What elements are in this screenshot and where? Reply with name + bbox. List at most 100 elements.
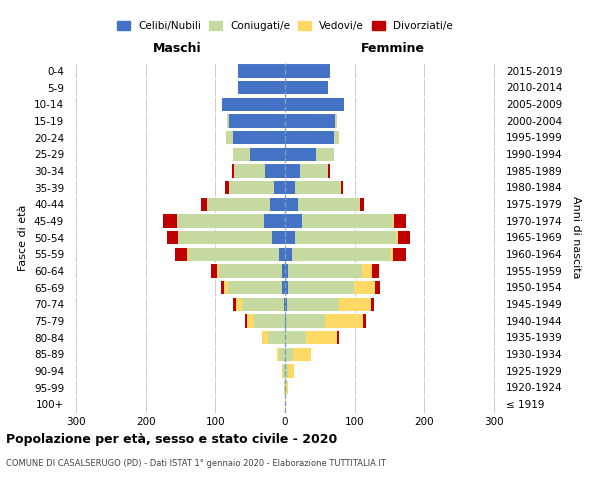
- Bar: [250, 148, 285, 161]
- Bar: [285, 331, 306, 344]
- Bar: [217, 264, 219, 278]
- Bar: [228, 281, 282, 294]
- Bar: [268, 331, 285, 344]
- Bar: [394, 214, 406, 228]
- Bar: [285, 381, 286, 394]
- Bar: [334, 131, 340, 144]
- Bar: [272, 231, 285, 244]
- Bar: [242, 298, 284, 311]
- Bar: [286, 381, 289, 394]
- Y-axis label: Anni di nascita: Anni di nascita: [571, 196, 581, 278]
- Bar: [229, 181, 274, 194]
- Bar: [302, 214, 393, 228]
- Bar: [285, 114, 335, 128]
- Text: Popolazione per età, sesso e stato civile - 2020: Popolazione per età, sesso e stato civil…: [6, 432, 337, 446]
- Bar: [375, 281, 380, 294]
- Bar: [389, 248, 393, 261]
- Text: Femmine: Femmine: [361, 42, 425, 56]
- Bar: [229, 114, 285, 128]
- Legend: Celibi/Nubili, Coniugati/e, Vedovi/e, Divorziati/e: Celibi/Nubili, Coniugati/e, Vedovi/e, Di…: [113, 17, 457, 36]
- Bar: [285, 148, 316, 161]
- Bar: [254, 314, 285, 328]
- Bar: [233, 148, 250, 161]
- Bar: [325, 314, 363, 328]
- Bar: [328, 164, 329, 177]
- Bar: [301, 164, 328, 177]
- Bar: [238, 81, 285, 94]
- Bar: [371, 298, 374, 311]
- Bar: [264, 214, 285, 228]
- Bar: [226, 131, 233, 144]
- Bar: [274, 181, 285, 194]
- Bar: [337, 331, 340, 344]
- Bar: [232, 164, 234, 177]
- Bar: [340, 298, 371, 311]
- Bar: [175, 248, 187, 261]
- Bar: [284, 381, 285, 394]
- Bar: [393, 214, 394, 228]
- Bar: [285, 98, 344, 111]
- Bar: [202, 198, 207, 211]
- Bar: [236, 298, 242, 311]
- Bar: [265, 164, 285, 177]
- Bar: [221, 281, 224, 294]
- Bar: [335, 114, 337, 128]
- Bar: [285, 314, 286, 328]
- Bar: [269, 198, 285, 211]
- Bar: [316, 148, 334, 161]
- Bar: [280, 348, 285, 361]
- Bar: [285, 348, 293, 361]
- Bar: [295, 181, 341, 194]
- Bar: [224, 281, 228, 294]
- Bar: [177, 214, 264, 228]
- Bar: [238, 64, 285, 78]
- Bar: [285, 281, 288, 294]
- Text: COMUNE DI CASALSERUGO (PD) - Dati ISTAT 1° gennaio 2020 - Elaborazione TUTTITALI: COMUNE DI CASALSERUGO (PD) - Dati ISTAT …: [6, 459, 386, 468]
- Bar: [285, 364, 289, 378]
- Bar: [341, 181, 343, 194]
- Bar: [282, 281, 285, 294]
- Bar: [286, 314, 325, 328]
- Bar: [281, 264, 285, 278]
- Bar: [285, 298, 287, 311]
- Bar: [285, 198, 298, 211]
- Bar: [285, 264, 289, 278]
- Bar: [288, 281, 354, 294]
- Bar: [187, 248, 189, 261]
- Bar: [178, 231, 272, 244]
- Bar: [284, 298, 285, 311]
- Bar: [285, 398, 286, 411]
- Bar: [285, 64, 330, 78]
- Bar: [363, 314, 366, 328]
- Bar: [211, 264, 217, 278]
- Bar: [277, 348, 280, 361]
- Bar: [295, 231, 397, 244]
- Bar: [225, 181, 229, 194]
- Bar: [285, 81, 328, 94]
- Bar: [285, 214, 302, 228]
- Bar: [222, 98, 285, 111]
- Bar: [233, 298, 236, 311]
- Bar: [287, 298, 340, 311]
- Text: Maschi: Maschi: [152, 42, 202, 56]
- Bar: [285, 164, 301, 177]
- Bar: [285, 131, 334, 144]
- Bar: [398, 231, 410, 244]
- Bar: [163, 214, 177, 228]
- Bar: [285, 181, 295, 194]
- Bar: [189, 248, 280, 261]
- Bar: [262, 331, 268, 344]
- Bar: [293, 348, 311, 361]
- Bar: [397, 231, 398, 244]
- Bar: [227, 114, 229, 128]
- Bar: [207, 198, 269, 211]
- Bar: [280, 248, 285, 261]
- Bar: [167, 231, 178, 244]
- Bar: [354, 281, 375, 294]
- Bar: [360, 198, 364, 211]
- Bar: [234, 164, 265, 177]
- Bar: [393, 248, 406, 261]
- Bar: [298, 198, 360, 211]
- Y-axis label: Fasce di età: Fasce di età: [19, 204, 28, 270]
- Bar: [285, 231, 295, 244]
